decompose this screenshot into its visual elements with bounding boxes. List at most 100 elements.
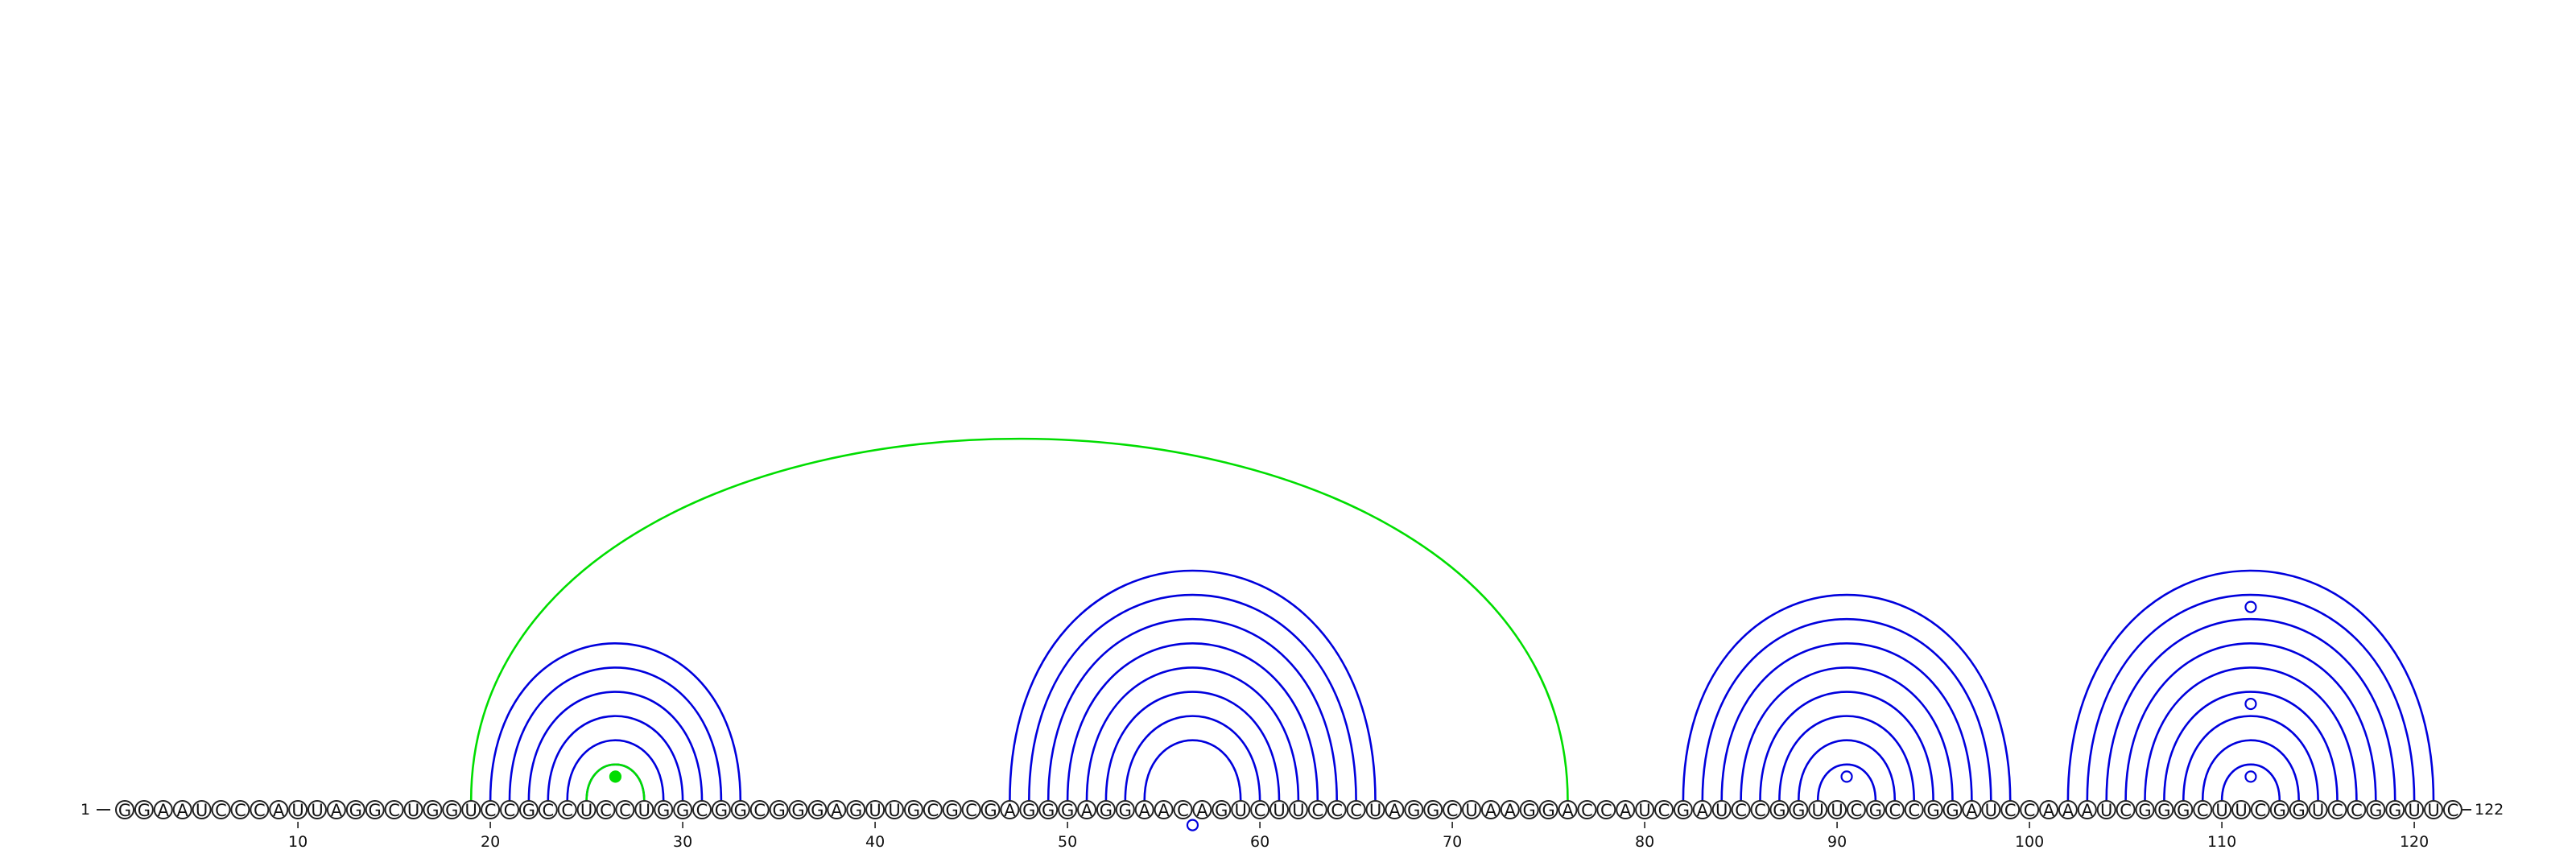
nucleotide-letter: G bbox=[907, 801, 920, 820]
nucleotide-96: G bbox=[1942, 800, 1963, 820]
nucleotide-18: G bbox=[442, 800, 462, 820]
nucleotide-letter: C bbox=[2255, 801, 2267, 820]
tick-label-90: 90 bbox=[1827, 833, 1847, 851]
nucleotide-98: U bbox=[1981, 800, 2001, 820]
nucleotide-70: C bbox=[1443, 800, 1463, 820]
nucleotide-letter: A bbox=[1966, 801, 1978, 820]
nucleotide-20: C bbox=[481, 800, 501, 820]
nucleotide-69: G bbox=[1423, 800, 1443, 820]
nucleotide-letter: U bbox=[1715, 801, 1728, 820]
nucleotide-76: A bbox=[1558, 800, 1578, 820]
nucleotide-letter: C bbox=[561, 801, 573, 820]
arc-marker-0 bbox=[609, 770, 622, 783]
nucleotide-letter: A bbox=[2082, 801, 2094, 820]
nucleotide-10: U bbox=[288, 800, 308, 820]
nucleotide-84: U bbox=[1711, 800, 1732, 820]
nucleotide-86: C bbox=[1750, 800, 1770, 820]
nucleotide-letter: C bbox=[388, 801, 400, 820]
arc-markers bbox=[609, 600, 2257, 831]
arc-25-28 bbox=[585, 763, 646, 802]
nucleotide-8: C bbox=[250, 800, 270, 820]
nucleotide-letter: C bbox=[234, 801, 246, 820]
nucleotide-letter: C bbox=[1735, 801, 1747, 820]
nucleotide-letter: G bbox=[791, 801, 804, 820]
nucleotide-letter: C bbox=[1600, 801, 1612, 820]
nucleotide-letter: C bbox=[254, 801, 266, 820]
nucleotide-11: U bbox=[308, 800, 327, 820]
tick-label-60: 60 bbox=[1250, 833, 1269, 851]
nucleotide-letter: C bbox=[1350, 801, 1362, 820]
nucleotide-72: A bbox=[1480, 800, 1501, 820]
nucleotide-letter: G bbox=[2293, 801, 2306, 820]
nucleotide-121: U bbox=[2424, 800, 2443, 820]
nucleotide-80: U bbox=[1635, 800, 1655, 820]
nucleotide-letter: G bbox=[138, 801, 151, 820]
nucleotide-letter: G bbox=[1042, 801, 1055, 820]
nucleotide-81: C bbox=[1654, 800, 1674, 820]
nucleotide-letter: G bbox=[849, 801, 862, 820]
tick-label-80: 80 bbox=[1635, 833, 1654, 851]
nucleotide-letter: G bbox=[1677, 801, 1690, 820]
nucleotide-12: A bbox=[326, 800, 346, 820]
nucleotide-letter: G bbox=[1426, 801, 1439, 820]
nucleotide-25: U bbox=[576, 800, 597, 820]
nucleotide-118: G bbox=[2366, 800, 2386, 820]
nucleotide-2: G bbox=[134, 800, 154, 820]
nucleotide-letter: C bbox=[753, 801, 766, 820]
nucleotide-95: G bbox=[1923, 800, 1943, 820]
arc-24-29 bbox=[566, 739, 665, 802]
nucleotide-26: C bbox=[596, 800, 616, 820]
nucleotide-114: G bbox=[2289, 800, 2309, 820]
nucleotide-letter: A bbox=[1004, 801, 1016, 820]
nucleotide-letter: C bbox=[1889, 801, 1901, 820]
nucleotide-letter: C bbox=[2024, 801, 2036, 820]
nucleotide-letter: C bbox=[1908, 801, 1920, 820]
nucleotide-letter: U bbox=[1831, 801, 1843, 820]
nucleotide-64: C bbox=[1327, 800, 1347, 820]
nucleotide-letter: C bbox=[600, 801, 612, 820]
nucleotide-102: A bbox=[2058, 800, 2078, 820]
nucleotide-115: U bbox=[2308, 800, 2328, 820]
nucleotide-letter: A bbox=[1505, 801, 1517, 820]
nucleotide-letter: G bbox=[1022, 801, 1035, 820]
arc-19-76 bbox=[469, 437, 1569, 802]
nucleotide-17: G bbox=[423, 800, 443, 820]
nucleotide-letter: G bbox=[984, 801, 997, 820]
nucleotide-letter: C bbox=[1311, 801, 1323, 820]
nucleotide-letter: C bbox=[215, 801, 227, 820]
nucleotide-77: C bbox=[1577, 800, 1597, 820]
nucleotide-83: A bbox=[1692, 800, 1712, 820]
nucleotide-73: A bbox=[1500, 800, 1520, 820]
nucleotide-30: G bbox=[673, 800, 693, 820]
nucleotide-51: A bbox=[1077, 800, 1096, 820]
nucleotide-41: U bbox=[885, 800, 904, 820]
nucleotide-letter: C bbox=[2351, 801, 2363, 820]
nucleotide-letter: C bbox=[2331, 801, 2343, 820]
nucleotide-letter: C bbox=[1581, 801, 1593, 820]
nucleotide-94: C bbox=[1904, 800, 1924, 820]
nucleotide-letter: G bbox=[522, 801, 535, 820]
nucleotide-6: C bbox=[211, 800, 231, 820]
arc-107-116 bbox=[2163, 691, 2339, 802]
arc-106-117 bbox=[2144, 666, 2358, 802]
nucleotide-letter: G bbox=[2369, 801, 2382, 820]
base-pair-arcs bbox=[469, 437, 2435, 802]
nucleotide-letter: U bbox=[2408, 801, 2420, 820]
nucleotide-75: G bbox=[1538, 800, 1558, 820]
nucleotide-44: G bbox=[942, 800, 962, 820]
nucleotide-letter: U bbox=[2100, 801, 2112, 820]
arc-marker-3 bbox=[2244, 770, 2257, 783]
nucleotide-90: U bbox=[1827, 800, 1847, 820]
nucleotide-letter: G bbox=[118, 801, 131, 820]
nucleotide-91: C bbox=[1847, 800, 1866, 820]
nucleotide-letter: A bbox=[331, 801, 343, 820]
nucleotide-letter: C bbox=[1658, 801, 1670, 820]
arc-47-66 bbox=[1009, 569, 1377, 802]
nucleotide-112: C bbox=[2250, 800, 2270, 820]
nucleotide-letter: C bbox=[504, 801, 516, 820]
nucleotide-letter: A bbox=[1196, 801, 1208, 820]
nucleotide-48: G bbox=[1019, 800, 1039, 820]
nucleotide-117: C bbox=[2347, 800, 2367, 820]
nucleotide-24: C bbox=[557, 800, 577, 820]
